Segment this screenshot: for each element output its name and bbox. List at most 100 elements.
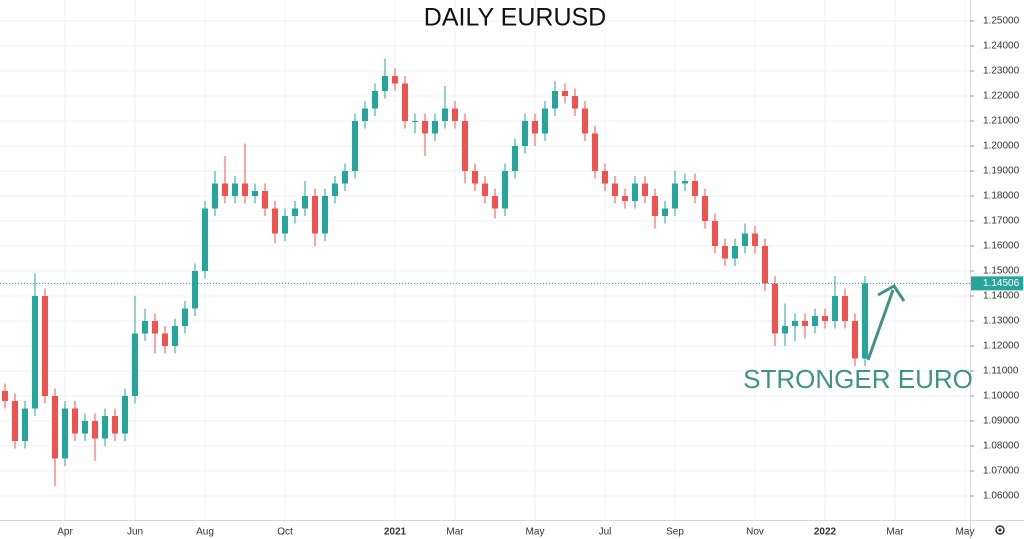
y-tick-label: 1.24000 [983,41,1020,52]
candles [0,58,970,486]
candle-body [232,183,238,196]
candle-body [192,271,198,309]
candle-body [422,121,428,134]
candle-body [592,133,598,171]
candle-body [32,296,38,409]
candle-body [442,108,448,121]
x-tick-label: Oct [277,527,293,538]
annotation-arrow [866,289,895,361]
candle-body [802,321,808,326]
candle-body [842,296,848,321]
y-tick-label: 1.22000 [983,91,1020,102]
candle-body [112,416,118,434]
y-tick-label: 1.06000 [983,491,1020,502]
x-tick-label: 2021 [384,527,407,538]
y-tick-label: 1.08000 [983,441,1020,452]
candle-body [652,196,658,216]
candle-body [2,391,8,401]
candle-body [662,208,668,216]
candle-body [722,246,728,259]
candle-body [362,108,368,121]
candle-body [52,396,58,459]
candle-body [82,421,88,434]
candle-body [742,233,748,246]
candle-body [612,183,618,196]
candle-body [122,396,128,434]
candle-body [372,91,378,109]
candle-body [482,183,488,196]
candle-body [212,183,218,209]
y-tick-label: 1.15000 [983,266,1020,277]
candle-body [142,321,148,334]
candle-body [132,333,138,396]
y-tick-label: 1.12000 [983,341,1020,352]
candle-body [632,183,638,201]
x-tick-label: Mar [446,527,464,538]
y-tick-label: 1.21000 [983,116,1020,127]
candle-body [752,233,758,246]
labels: 1.06000 1.07000 1.08000 1.09000 1.10000 1.110… [57,16,1023,538]
candle-body [42,296,48,396]
y-tick-label: 1.07000 [983,466,1020,477]
candle-body [282,216,288,234]
candle-body [92,421,98,439]
candle-body [22,408,28,441]
candle-body [432,121,438,134]
candle-body [672,183,678,209]
candle-body [292,208,298,216]
y-tick-label: 1.16000 [983,241,1020,252]
candle-body [102,416,108,439]
candle-body [152,321,158,334]
candle-body [382,76,388,91]
settings-icon[interactable] [995,525,1005,535]
candle-body [762,246,768,284]
candle-body [682,181,688,184]
candle-body [552,91,558,109]
candle-body [832,296,838,321]
candle-body [472,171,478,184]
annotation-arrowhead [877,284,906,302]
candle-body [622,196,628,201]
candle-body [172,326,178,346]
y-tick-label: 1.13000 [983,316,1020,327]
candle-body [522,121,528,146]
x-tick-label: Apr [57,527,73,538]
candle-body [702,196,708,221]
candle-body [222,183,228,196]
candle-body [602,171,608,184]
candle-body [732,246,738,259]
candle-body [452,108,458,121]
x-tick-label: 2022 [814,527,837,538]
candle-body [332,183,338,196]
candle-body [792,321,798,326]
candle-body [642,183,648,196]
candle-body [402,83,408,121]
candle-body [412,121,418,122]
x-tick-label: Nov [746,527,764,538]
candle-body [242,183,248,196]
current-price-label: 1.14506 [983,278,1020,289]
y-tick-label: 1.14000 [983,291,1020,302]
x-tick-label: Mar [886,527,904,538]
candle-body [342,171,348,184]
x-tick-label: Jul [599,527,612,538]
candle-body [302,196,308,209]
y-tick-label: 1.25000 [983,16,1020,27]
candle-body [822,316,828,321]
candle-body [572,96,578,109]
current-price-badge [971,276,1023,291]
annotation: STRONGER EURO [743,364,973,394]
y-tick-label: 1.19000 [983,166,1020,177]
candle-body [712,221,718,246]
candle-body [312,196,318,234]
candle-body [562,91,568,96]
candle-body [852,321,858,359]
x-tick-label: Sep [666,527,684,538]
y-tick-label: 1.18000 [983,191,1020,202]
candle-body [62,408,68,459]
y-tick-label: 1.10000 [983,391,1020,402]
candle-body [862,283,868,359]
